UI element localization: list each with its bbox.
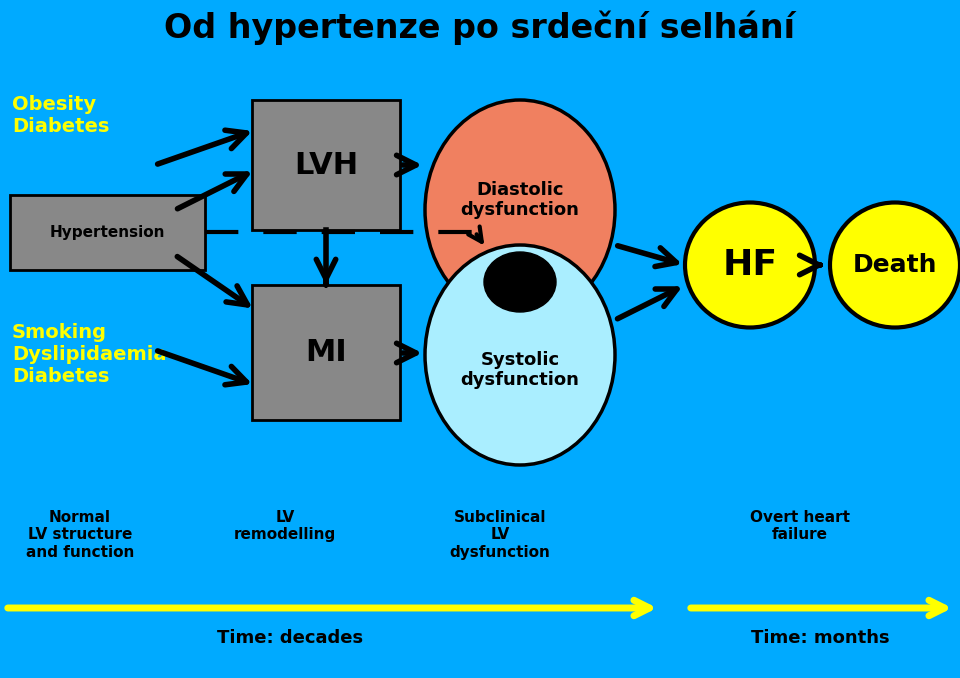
Ellipse shape	[425, 245, 615, 465]
Ellipse shape	[484, 252, 556, 312]
FancyBboxPatch shape	[252, 285, 400, 420]
Text: Overt heart
failure: Overt heart failure	[750, 510, 850, 542]
Text: Subclinical
LV
dysfunction: Subclinical LV dysfunction	[449, 510, 550, 560]
Text: Od hypertenze po srdeční selhání: Od hypertenze po srdeční selhání	[164, 11, 796, 45]
Ellipse shape	[425, 100, 615, 320]
Ellipse shape	[685, 203, 815, 327]
Text: Obesity
Diabetes: Obesity Diabetes	[12, 94, 109, 136]
Text: Time: decades: Time: decades	[217, 629, 363, 647]
Text: Systolic
dysfunction: Systolic dysfunction	[461, 351, 580, 389]
Text: MI: MI	[305, 338, 347, 367]
Text: HF: HF	[723, 248, 778, 282]
Text: Smoking
Dyslipidaemia
Diabetes: Smoking Dyslipidaemia Diabetes	[12, 323, 166, 386]
Text: Diastolic
dysfunction: Diastolic dysfunction	[461, 180, 580, 220]
FancyBboxPatch shape	[252, 100, 400, 230]
FancyBboxPatch shape	[10, 195, 205, 270]
Text: Death: Death	[852, 253, 937, 277]
Text: LVH: LVH	[294, 151, 358, 180]
Text: Time: months: Time: months	[751, 629, 889, 647]
Text: LV
remodelling: LV remodelling	[234, 510, 336, 542]
Ellipse shape	[830, 203, 960, 327]
Text: Normal
LV structure
and function: Normal LV structure and function	[26, 510, 134, 560]
Text: Hypertension: Hypertension	[50, 225, 165, 240]
